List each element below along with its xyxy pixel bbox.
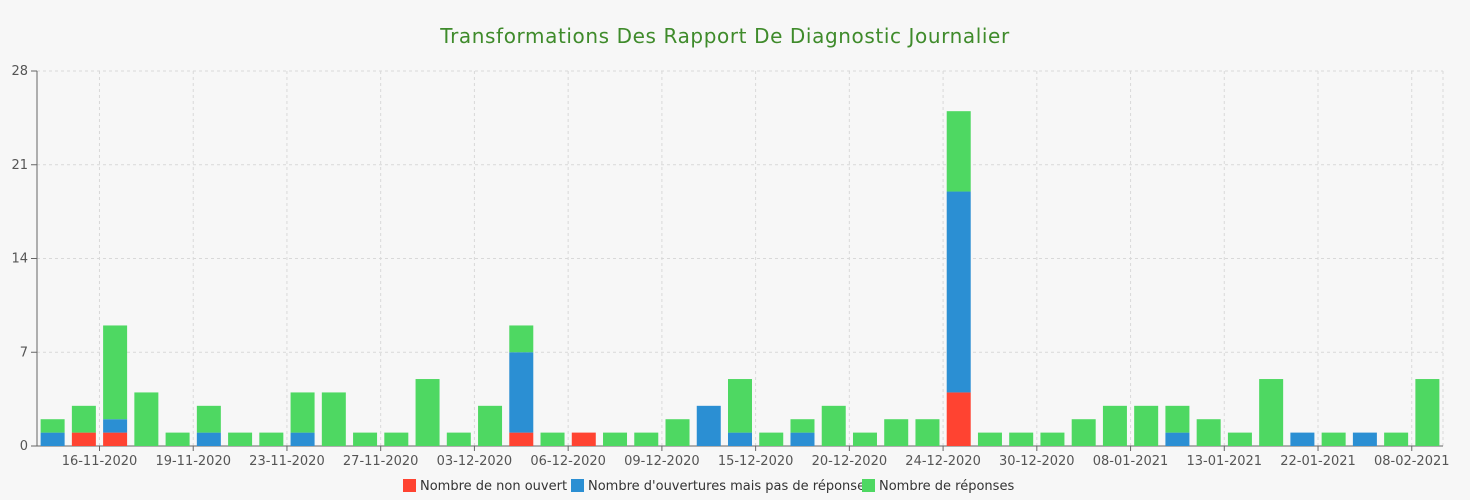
bar-segment-series-2[interactable] [728,379,752,433]
chart-title: Transformations Des Rapport De Diagnosti… [439,24,1010,48]
y-tick-label: 28 [11,64,28,79]
y-tick-label: 0 [20,439,28,454]
x-tick-label: 13-01-2021 [1187,454,1263,469]
x-tick-label: 16-11-2020 [62,454,138,469]
bar-segment-series-2[interactable] [321,392,346,446]
bar-segment-series-2[interactable] [603,432,628,446]
bar-segment-series-1[interactable] [696,405,721,446]
grid [37,70,1444,446]
x-tick-label: 19-11-2020 [155,454,231,469]
bar-segment-series-2[interactable] [1071,419,1096,446]
legend[interactable]: Nombre de non ouvert Nombre d'ouvertures … [403,479,1014,494]
bar-segment-series-2[interactable] [852,432,877,446]
bar-segment-series-2[interactable] [228,432,253,446]
y-tick-label: 21 [11,158,28,173]
bar-segment-series-2[interactable] [1134,405,1159,446]
y-tick-label: 14 [11,252,28,267]
bar-segment-series-1[interactable] [790,432,815,446]
bar-segment-series-2[interactable] [665,419,690,446]
bar-segment-series-2[interactable] [71,405,96,433]
y-tick-label: 7 [20,345,28,360]
x-tick-label: 15-12-2020 [718,454,794,469]
x-tick-label: 20-12-2020 [812,454,888,469]
x-tick-label: 09-12-2020 [624,454,700,469]
bar-segment-series-2[interactable] [540,432,565,446]
bar-segment-series-2[interactable] [259,432,284,446]
bar-segment-series-2[interactable] [1009,432,1034,446]
bar-segment-series-2[interactable] [1321,432,1346,446]
bar-segment-series-0[interactable] [509,432,534,446]
bar-segment-series-1[interactable] [103,419,128,433]
bar-segment-series-2[interactable] [1102,405,1127,446]
bar-segment-series-2[interactable] [634,432,659,446]
bar-segment-series-2[interactable] [759,432,784,446]
bar-segment-series-2[interactable] [915,419,940,446]
x-tick-label: 08-02-2021 [1374,454,1450,469]
legend-item-0[interactable]: Nombre de non ouvert [403,479,567,494]
bar-segment-series-1[interactable] [290,432,315,446]
bar-segment-series-2[interactable] [1196,419,1221,446]
bar-segment-series-0[interactable] [71,432,96,446]
bar-segment-series-2[interactable] [415,379,440,446]
x-tick-label: 06-12-2020 [530,454,606,469]
bar-segment-series-2[interactable] [946,111,971,192]
bar-segment-series-1[interactable] [1165,432,1190,446]
bar-segment-series-2[interactable] [509,325,534,353]
bar-segment-series-2[interactable] [1227,432,1252,446]
legend-label: Nombre d'ouvertures mais pas de réponses [588,479,872,494]
legend-item-2[interactable]: Nombre de réponses [862,479,1014,494]
bar-segment-series-2[interactable] [446,432,471,446]
bar-segment-series-0[interactable] [946,392,971,446]
bar-segment-series-2[interactable] [196,405,221,433]
x-tick-label: 24-12-2020 [905,454,981,469]
bar-segment-series-2[interactable] [884,419,909,446]
bar-segment-series-1[interactable] [946,191,971,393]
bar-segment-series-2[interactable] [40,419,65,433]
bar-segment-series-2[interactable] [790,419,815,433]
legend-item-1[interactable]: Nombre d'ouvertures mais pas de réponses [571,479,872,494]
x-tick-label: 23-11-2020 [249,454,325,469]
legend-label: Nombre de réponses [879,479,1014,494]
legend-swatch [862,479,875,492]
bar-segment-series-1[interactable] [728,432,752,446]
bar-segment-series-2[interactable] [103,325,128,420]
y-axis-ticks: 0 7 14 21 28 [11,64,37,454]
bar-segment-series-2[interactable] [977,432,1002,446]
bar-segment-series-2[interactable] [165,432,190,446]
bar-segment-series-2[interactable] [134,392,159,446]
legend-swatch [403,479,416,492]
x-axis-ticks: 16-11-2020 19-11-2020 23-11-2020 27-11-2020… [62,446,1450,469]
bar-segment-series-1[interactable] [196,432,221,446]
bar-segment-series-2[interactable] [1384,432,1409,446]
x-tick-label: 27-11-2020 [343,454,419,469]
bar-segment-series-1[interactable] [40,432,65,446]
bar-segment-series-0[interactable] [103,432,128,446]
bar-segment-series-1[interactable] [1290,432,1315,446]
x-tick-label: 30-12-2020 [999,454,1075,469]
bar-segment-series-1[interactable] [509,352,534,433]
bars [40,111,1440,446]
x-tick-label: 08-01-2021 [1093,454,1169,469]
bar-segment-series-2[interactable] [821,405,846,446]
bar-segment-series-1[interactable] [1352,432,1377,446]
x-tick-label: 03-12-2020 [437,454,513,469]
bar-segment-series-2[interactable] [1165,405,1190,433]
bar-segment-series-2[interactable] [1040,432,1065,446]
legend-label: Nombre de non ouvert [420,479,567,494]
bar-segment-series-2[interactable] [478,405,503,446]
legend-swatch [571,479,584,492]
bar-segment-series-2[interactable] [353,432,378,446]
bar-segment-series-2[interactable] [290,392,315,433]
bar-segment-series-0[interactable] [571,432,596,446]
bar-segment-series-2[interactable] [1259,379,1284,446]
x-tick-label: 22-01-2021 [1280,454,1356,469]
bar-segment-series-2[interactable] [384,432,409,446]
bar-segment-series-2[interactable] [1415,379,1440,446]
